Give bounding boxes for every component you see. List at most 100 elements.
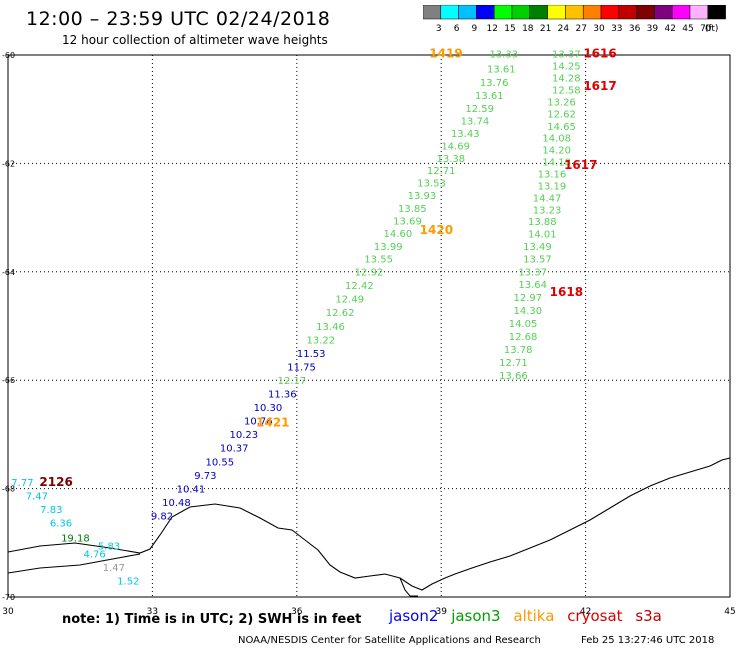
swh-value: 10.30	[254, 403, 283, 414]
swh-value: 14.18	[542, 158, 571, 169]
scale-label: 70	[700, 24, 712, 34]
scale-label: 33	[611, 24, 622, 34]
pass-time-label: 1617	[564, 158, 597, 172]
swh-value: 13.23	[533, 205, 562, 216]
scale-label: 27	[575, 24, 586, 34]
coastline	[7, 457, 731, 591]
sat-cryosat: cryosat	[567, 607, 623, 625]
map-title: 12:00 – 23:59 UTC 02/24/2018	[26, 8, 331, 30]
swh-value: 13.26	[547, 97, 576, 108]
sat-s3a: s3a	[635, 607, 662, 625]
swh-value: 14.69	[441, 141, 470, 152]
scale-label: 3	[436, 24, 442, 34]
swh-value: 14.30	[514, 306, 543, 317]
lat-tick-label: -64	[2, 268, 15, 277]
swh-value: 13.22	[307, 335, 336, 346]
swh-value: 13.53	[417, 179, 446, 190]
sat-jason2: jason2	[389, 607, 439, 625]
swh-value: 19.18	[61, 534, 90, 545]
pass-time-label: 1618	[550, 285, 583, 299]
swh-value: 4.76	[84, 549, 106, 560]
swh-value: 14.08	[542, 134, 571, 145]
scale-swatch	[707, 5, 726, 20]
swh-value: 13.76	[480, 78, 509, 89]
swh-value: 12.71	[427, 166, 456, 177]
swh-value: 11.53	[297, 349, 326, 360]
lat-tick-label: -70	[2, 593, 15, 602]
coastline-inner	[7, 553, 141, 574]
swh-value: 14.47	[533, 193, 562, 204]
swh-value: 13.78	[504, 345, 533, 356]
swh-value: 13.61	[475, 91, 504, 102]
swh-value: 9.82	[151, 511, 173, 522]
scale-unit: (ft)	[705, 24, 719, 34]
swh-value: 14.60	[384, 229, 413, 240]
swh-value: 13.19	[538, 181, 567, 192]
swh-value: 14.28	[552, 74, 581, 85]
scale-label: 21	[540, 24, 551, 34]
swh-value: 10.23	[230, 430, 259, 441]
lon-tick-label: 42	[580, 607, 591, 617]
scale-label: 42	[664, 24, 675, 34]
map-frame	[7, 54, 731, 598]
lat-tick-label: -62	[2, 159, 15, 168]
swh-value: 13.88	[528, 217, 557, 228]
scale-label: 36	[629, 24, 641, 34]
swh-value: 13.93	[408, 191, 437, 202]
swh-value: 12.71	[499, 358, 528, 369]
lon-tick-label: 39	[435, 607, 447, 617]
swh-value: 13.85	[398, 204, 427, 215]
scale-label: 45	[682, 24, 693, 34]
pass-time-label: 1616	[583, 47, 616, 61]
swh-value: 13.74	[461, 116, 490, 127]
swh-value: 12.97	[514, 293, 543, 304]
swh-value: 10.41	[177, 484, 206, 495]
swh-value: 1.47	[103, 563, 125, 574]
sat-altika: altika	[513, 607, 555, 625]
swh-value: 13.57	[523, 255, 552, 266]
scale-label: 39	[647, 24, 659, 34]
swh-value: 13.46	[316, 322, 345, 333]
swh-value: 10.37	[220, 444, 249, 455]
lon-tick-label: 45	[724, 607, 735, 617]
swh-value: 10.48	[162, 498, 191, 509]
lat-tick-label: -60	[2, 51, 15, 60]
swh-value: 13.33	[489, 50, 518, 61]
swh-value: 6.36	[50, 519, 72, 530]
lon-tick-label: 33	[147, 607, 158, 617]
credit-text: NOAA/NESDIS Center for Satellite Applica…	[238, 635, 541, 646]
scale-label: 6	[454, 24, 460, 34]
sat-jason3: jason3	[451, 607, 501, 625]
swh-value: 10.55	[205, 457, 234, 468]
satellite-legend: jason2 jason3 altika cryosat s3a	[389, 607, 670, 625]
scale-label: 30	[593, 24, 605, 34]
pass-time-label: 1419	[429, 47, 462, 61]
swh-value: 13.43	[451, 129, 480, 140]
pass-time-label: 1617	[583, 79, 616, 93]
pass-time-label: 1421	[256, 415, 289, 429]
color-scale-legend: 3 6 9 12 15 18 21 24 27 30 33 36 39 42 45 70(ft)	[423, 5, 726, 34]
swh-value: 14.20	[542, 146, 571, 157]
swh-value: 14.65	[547, 122, 576, 133]
swh-value: 14.05	[509, 319, 538, 330]
swh-value: 13.37	[518, 268, 547, 279]
lon-tick-label: 36	[291, 607, 303, 617]
swh-value: 12.49	[335, 295, 364, 306]
swh-value: 13.55	[364, 255, 393, 266]
swh-value: 7.77	[11, 478, 33, 489]
swh-value: 11.75	[287, 362, 316, 373]
swh-value: 14.01	[528, 230, 557, 241]
swh-value: 12.92	[355, 268, 384, 279]
swh-value: 13.66	[499, 371, 528, 382]
swh-value: 14.25	[552, 62, 581, 73]
scale-label: 24	[558, 24, 570, 34]
swh-value: 13.16	[538, 169, 567, 180]
pass-time-label: 1420	[420, 223, 453, 237]
swh-value: 5.83	[98, 541, 120, 552]
swh-value: 1.52	[117, 577, 139, 588]
scale-label: 15	[504, 24, 515, 34]
lon-tick-label: 30	[2, 607, 14, 617]
timestamp-text: Feb 25 13:27:46 UTC 2018	[581, 635, 715, 646]
swh-value: 11.36	[268, 390, 297, 401]
